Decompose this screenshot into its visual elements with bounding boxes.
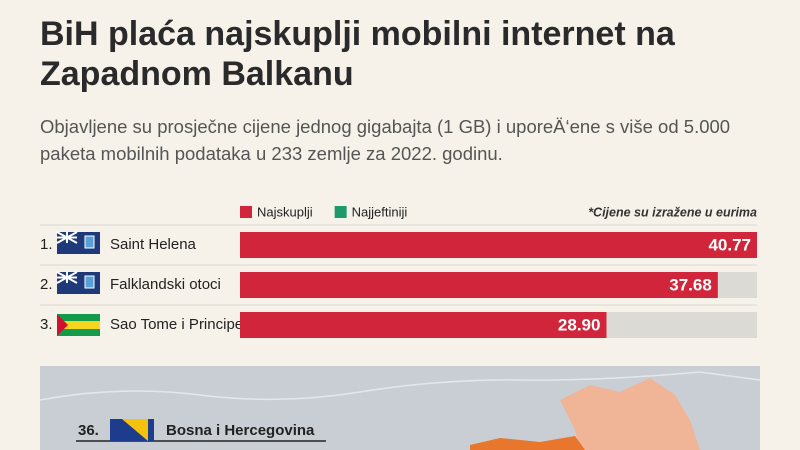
bar — [240, 272, 718, 298]
title: BiH plaća najskuplji mobilni internet na… — [40, 15, 675, 93]
value-label: 28.90 — [558, 315, 601, 334]
flag-part — [56, 271, 78, 284]
legend-label: Najskuplji — [257, 204, 313, 219]
flag-part — [57, 329, 100, 336]
flag-part — [57, 321, 100, 329]
map-country — [560, 378, 700, 450]
map-country-bih — [470, 436, 585, 450]
flag-part — [84, 235, 95, 249]
bar — [240, 312, 607, 338]
note: *Cijene su izražene u eurima — [588, 205, 757, 219]
flag-part — [56, 231, 78, 244]
flag-part — [122, 419, 148, 441]
flag-part — [57, 314, 68, 336]
map-rank: 36. — [78, 422, 99, 439]
flag — [57, 314, 100, 321]
rank: 3. — [40, 316, 53, 333]
map-border — [39, 371, 761, 401]
legend-label: Najjeftiniji — [352, 204, 408, 219]
category-label: Falklandski otoci — [110, 276, 221, 293]
legend-swatch — [240, 206, 252, 218]
flags — [56, 231, 100, 336]
legend-swatch — [334, 206, 347, 218]
subtitle: Objavljene su prosječne cijene jednog gi… — [40, 116, 731, 164]
value-label: 40.77 — [708, 235, 751, 254]
flag-part — [84, 275, 95, 289]
category-label: Sao Tome i Principe — [110, 316, 243, 333]
value-label: 37.68 — [669, 275, 712, 294]
category-label: Saint Helena — [110, 236, 197, 253]
rank: 1. — [40, 236, 53, 253]
map-country-name: Bosna i Hercegovina — [166, 422, 315, 439]
bar — [240, 232, 757, 258]
rank: 2. — [40, 276, 53, 293]
